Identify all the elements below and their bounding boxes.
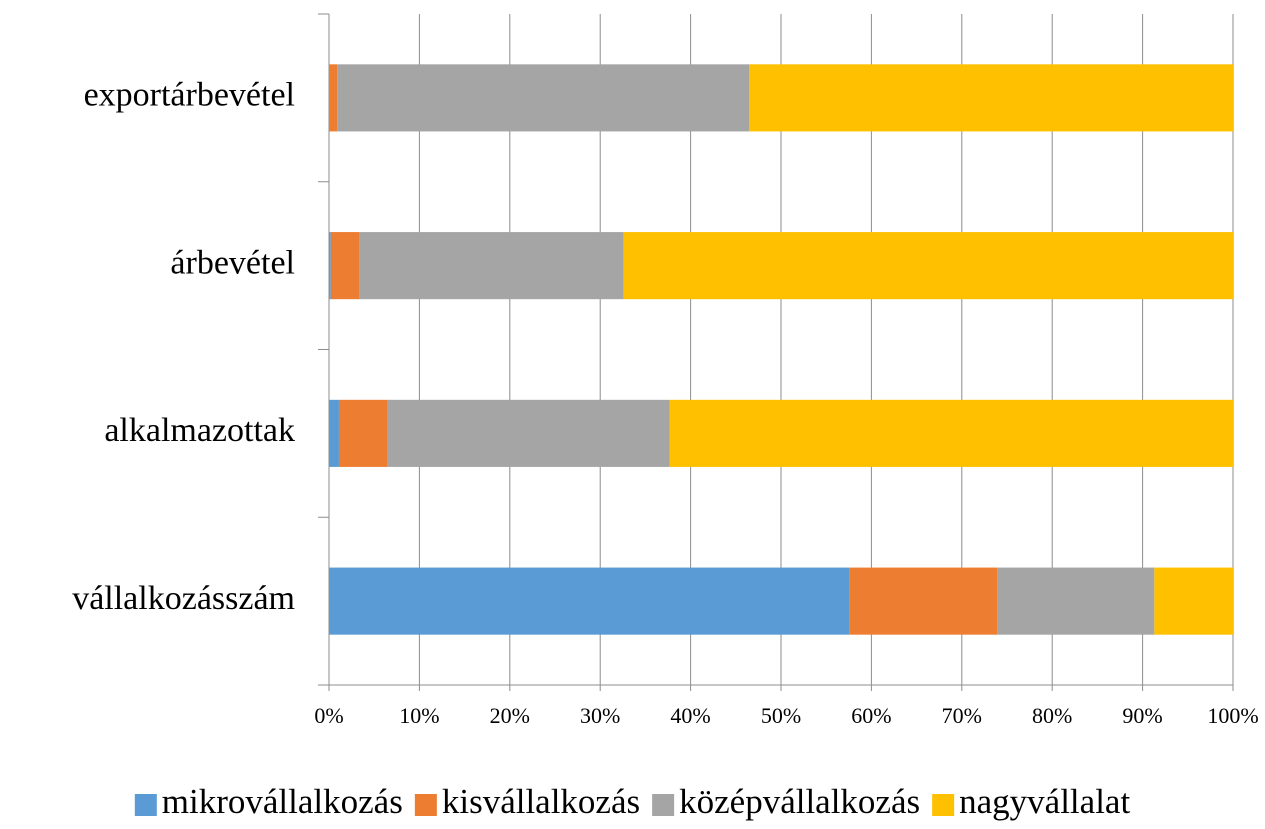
legend-label: kisvállalkozás [442,782,640,821]
legend-swatch [932,794,955,816]
legend-label: középvállalkozás [679,782,920,821]
bar-segment [749,64,1233,132]
bar-segment [997,567,1155,635]
bar-segment [337,64,750,132]
y-tick-label: exportárbevétel [84,77,295,114]
y-tick-label: alkalmazottak [104,412,295,449]
x-tick-label: 80% [1032,703,1072,728]
x-tick-label: 70% [942,703,982,728]
bar-segment [669,399,1233,467]
bar-segment [329,399,339,467]
x-tick-label: 100% [1207,703,1258,728]
y-tick-label: vállalkozásszám [72,580,295,617]
bar-segment [330,232,360,300]
bar-segment [359,232,624,300]
legend-swatch [134,794,157,816]
x-tick-label: 10% [399,703,439,728]
bar-segment [329,567,850,635]
bar-segment [1154,567,1233,635]
bar-segment [623,232,1233,300]
x-tick-label: 50% [761,703,801,728]
bar-segment [338,399,388,467]
bar-segment [387,399,670,467]
x-tick-label: 60% [851,703,891,728]
bar-segment [329,232,331,300]
bar-segment [849,567,998,635]
y-tick-label: árbevétel [170,244,295,281]
legend-swatch [414,794,437,816]
bar-segment [329,64,330,132]
x-tick-label: 0% [314,703,343,728]
x-tick-label: 40% [670,703,710,728]
x-tick-label: 90% [1122,703,1162,728]
bar-segment [329,64,338,132]
legend-swatch [652,794,675,816]
legend-label: mikrovállalkozás [162,782,403,821]
legend-label: nagyvállalat [959,782,1130,821]
x-tick-label: 30% [580,703,620,728]
x-tick-label: 20% [490,703,530,728]
